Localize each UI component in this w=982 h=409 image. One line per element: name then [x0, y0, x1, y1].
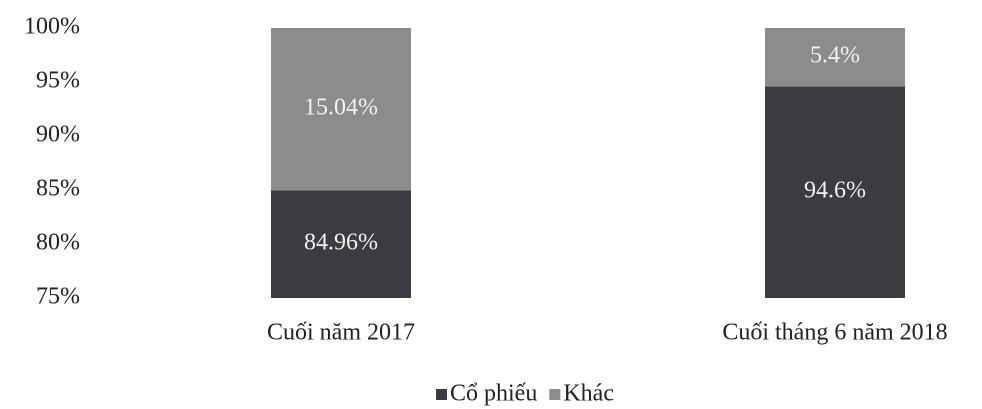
- y-tick-label: 80%: [36, 230, 80, 256]
- value-label: 15.04%: [304, 95, 378, 121]
- legend-label: Khác: [563, 381, 614, 407]
- legend-swatch: [436, 389, 447, 400]
- value-label: 5.4%: [810, 43, 860, 69]
- legend-label: Cổ phiếu: [450, 381, 537, 407]
- legend-swatch: [549, 389, 561, 400]
- y-tick-label: 85%: [36, 176, 80, 202]
- x-tick-label: Cuối tháng 6 năm 2018: [722, 320, 947, 346]
- bar-segment: [765, 86, 905, 298]
- y-tick-label: 75%: [36, 284, 80, 310]
- bar-segment: [271, 190, 411, 298]
- bar-segment: [271, 28, 411, 191]
- value-label: 94.6%: [804, 178, 866, 204]
- y-tick-label: 100%: [24, 14, 80, 40]
- value-label: 84.96%: [304, 230, 378, 256]
- bar-segment: [765, 28, 905, 87]
- y-tick-label: 90%: [36, 122, 80, 148]
- y-tick-label: 95%: [36, 68, 80, 94]
- x-tick-label: Cuối năm 2017: [267, 320, 415, 346]
